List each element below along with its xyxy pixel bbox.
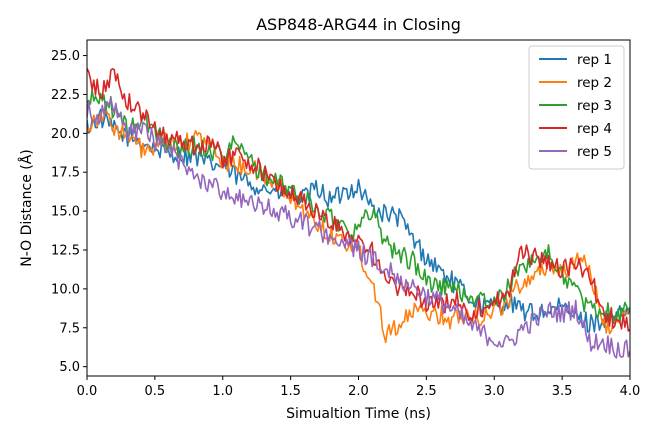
series-line-5 <box>87 97 630 359</box>
y-tick-label: 17.5 <box>51 166 80 181</box>
y-tick-label: 12.5 <box>51 244 80 259</box>
legend-entry: rep 3 <box>577 98 612 114</box>
x-tick-label: 2.0 <box>348 384 369 399</box>
x-tick-label: 1.5 <box>280 384 301 399</box>
chart-title: ASP848-ARG44 in Closing <box>256 15 461 34</box>
x-tick-label: 4.0 <box>620 384 641 399</box>
y-tick-label: 20.0 <box>51 127 80 142</box>
x-tick-label: 0.5 <box>145 384 166 399</box>
x-axis: 0.0 0.5 1.0 1.5 2.0 2.5 3.0 3.5 4.0 <box>77 376 641 399</box>
legend-box <box>528 45 625 170</box>
legend-entry: rep 1 <box>577 52 612 68</box>
y-tick-label: 10.0 <box>51 282 80 297</box>
legend-entry: rep 5 <box>577 144 612 160</box>
x-tick-label: 2.5 <box>416 384 437 399</box>
plot-area <box>86 39 631 377</box>
y-tick-label: 15.0 <box>51 205 80 220</box>
y-tick-label: 7.5 <box>59 321 80 336</box>
y-tick-label: 25.0 <box>51 49 80 64</box>
y-axis-label: N-O Distance (Å) <box>18 149 35 267</box>
series-line-4 <box>87 67 630 332</box>
x-tick-label: 1.0 <box>212 384 233 399</box>
y-axis: 5.0 7.5 10.0 12.5 15.0 17.5 20.0 22.5 25.0 <box>51 49 87 375</box>
x-tick-label: 3.0 <box>484 384 505 399</box>
legend-entry: rep 2 <box>577 75 612 91</box>
y-tick-label: 5.0 <box>59 360 80 375</box>
legend-entry: rep 4 <box>577 121 612 137</box>
x-axis-label: Simualtion Time (ns) <box>286 406 431 422</box>
x-tick-label: 3.5 <box>552 384 573 399</box>
legend: rep 1 rep 2 rep 3 rep 4 rep 5 <box>528 45 625 170</box>
x-tick-label: 0.0 <box>77 384 98 399</box>
y-tick-label: 22.5 <box>51 88 80 103</box>
